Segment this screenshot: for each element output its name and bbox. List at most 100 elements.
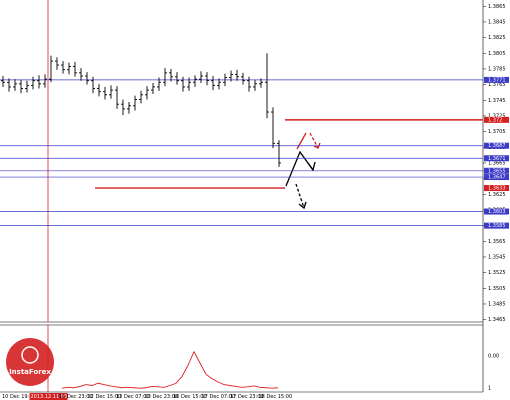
y-tick-label: 1.3705 (488, 129, 506, 135)
ohlc-bar (7, 78, 11, 92)
ohlc-bar (109, 85, 113, 99)
x-tick-label: 11 Dec 23:00 (59, 394, 93, 400)
x-tick-label: 2013.12.11 03:00 (31, 394, 76, 400)
x-tick-label: 13 Dec 07:00 (116, 394, 150, 400)
ohlc-bar (265, 53, 269, 119)
arrow-head (298, 201, 307, 210)
ohlc-bar (157, 77, 161, 91)
y-tick-label: 1.3465 (488, 317, 506, 323)
arrow (296, 132, 307, 150)
ohlc-bar (55, 57, 59, 70)
level-label: 1.3687 (488, 143, 506, 149)
arrow (295, 183, 305, 209)
ohlc-bar (169, 68, 173, 82)
ohlc-bar (247, 76, 251, 92)
ohlc-bar (193, 75, 197, 87)
y-tick-label: 1.3505 (488, 286, 506, 292)
level-label-bg (484, 174, 509, 181)
logo-icon (21, 346, 39, 364)
ohlc-bar (181, 76, 185, 92)
level-label: 1.3771 (488, 77, 506, 83)
ohlc-bar (271, 107, 275, 149)
y-tick-label: 1.3785 (488, 66, 506, 72)
arrow-head (313, 142, 321, 149)
ohlc-bar (223, 73, 227, 87)
ohlc-bar (259, 78, 263, 88)
level-label-bg (484, 185, 509, 192)
ohlc-bar (91, 76, 95, 94)
x-label-highlight (29, 393, 68, 400)
ohlc-bar (133, 95, 137, 111)
y-tick-label: 1.3665 (488, 160, 506, 166)
level-label-bg (484, 76, 509, 83)
ohlc-bar (79, 68, 83, 81)
ohlc-bar (217, 78, 221, 90)
level-label-bg (484, 167, 509, 174)
ohlc-bar (61, 61, 65, 74)
y-tick-label: 1.3845 (488, 19, 506, 25)
y-tick-label: 1.3865 (488, 4, 506, 10)
level-label-bg (484, 155, 509, 162)
ohlc-bar (175, 72, 179, 85)
y-tick-label: 1.3485 (488, 301, 506, 307)
ohlc-bar (103, 86, 107, 100)
logo: InstaForex (6, 338, 54, 386)
ohlc-bar (1, 75, 5, 87)
y-tick-label: 1.3545 (488, 254, 506, 260)
y-tick-label: 1.3625 (488, 192, 506, 198)
ohlc-bar (73, 61, 77, 77)
level-label: 1.3671 (488, 156, 506, 162)
indicator-axis-label: 0.00 (488, 354, 499, 360)
ohlc-bar (25, 80, 29, 93)
x-tick-label: 10 Dec 19:00 (2, 394, 36, 400)
level-label: 1.3585 (488, 223, 506, 229)
y-tick-label: 1.3805 (488, 51, 506, 57)
ohlc-bar (163, 68, 167, 87)
ohlc-bar (187, 77, 191, 91)
ohlc-bar (145, 86, 149, 100)
level-label-bg (484, 116, 509, 123)
level-label: 1.372 (488, 117, 502, 123)
x-tick-label: 12 Dec 15:00 (88, 394, 122, 400)
ohlc-bar (235, 69, 239, 81)
arrow (309, 132, 319, 149)
forecast-arrows (285, 132, 321, 210)
indicator-axis-label: 1 (488, 386, 491, 392)
level-label-bg (484, 142, 509, 149)
level-label: 1.3603 (488, 209, 506, 215)
level-label-bg (484, 222, 509, 229)
arrow-head (307, 161, 316, 172)
ohlc-bar (151, 83, 155, 95)
ohlc-bar (67, 62, 71, 75)
ohlc-bar (49, 55, 53, 83)
ohlc-bar (31, 76, 35, 90)
y-tick-label: 1.3745 (488, 98, 506, 104)
level-label: 1.3655 (488, 168, 506, 174)
indicator-line (61, 350, 279, 389)
y-tick-label: 1.3765 (488, 82, 506, 88)
x-tick-label: 16 Dec 15:00 (173, 394, 207, 400)
ohlc-bar (205, 72, 209, 86)
logo-badge (6, 338, 54, 386)
y-tick-label: 1.3725 (488, 113, 506, 119)
ohlc-bar (121, 99, 125, 116)
ohlc-bar (43, 74, 47, 88)
ohlc-bar (241, 72, 245, 85)
ohlc-bar (127, 101, 131, 114)
ohlc-bar (211, 75, 215, 91)
level-label: 1.3647 (488, 175, 506, 181)
level-label: 1.3633 (488, 186, 506, 192)
ohlc-bar (199, 71, 203, 84)
ohlc-bar (37, 75, 41, 89)
ohlc-bar (115, 86, 119, 109)
ohlc-bar (13, 79, 17, 91)
ohlc-bar (229, 70, 233, 82)
logo-text: InstaForex (9, 368, 51, 376)
y-tick-label: 1.3525 (488, 270, 506, 276)
x-tick-label: 17 Dec 23:00 (230, 394, 264, 400)
ohlc-bar (97, 83, 101, 97)
ohlc-bar (85, 72, 89, 85)
x-tick-label: 13 Dec 23:00 (145, 394, 179, 400)
